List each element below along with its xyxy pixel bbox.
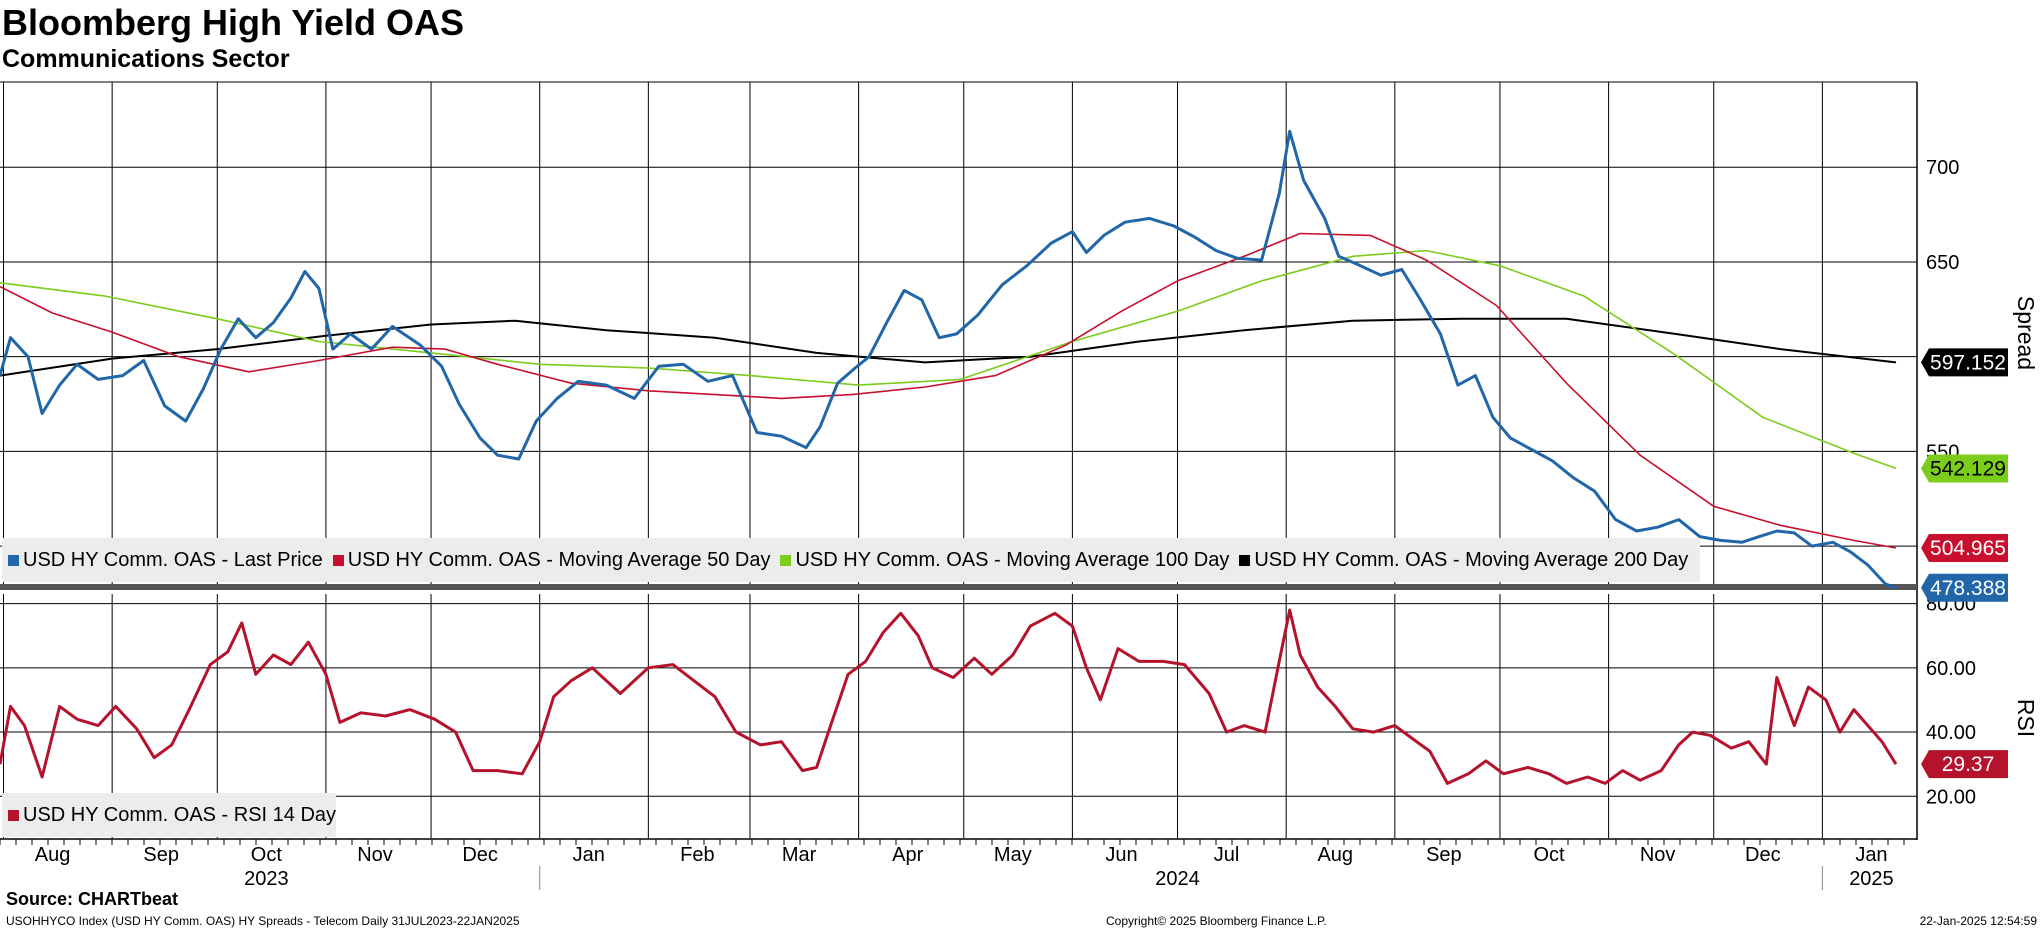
last-value-tag-ma200-text: 597.152	[1930, 351, 2006, 374]
top-legend: USD HY Comm. OAS - Last Price USD HY Com…	[2, 538, 1700, 582]
legend-item-last-price[interactable]: USD HY Comm. OAS - Last Price	[8, 549, 323, 572]
last-value-tag-ma200: 597.152	[1921, 348, 2008, 377]
x-month-label: Feb	[680, 844, 714, 866]
legend-label-ma100: USD HY Comm. OAS - Moving Average 100 Da…	[795, 548, 1230, 571]
bottom-y-tick-label: 40.00	[1926, 722, 1976, 744]
legend-swatch-ma50	[332, 554, 344, 566]
last-value-tag-ma100-bg	[1921, 454, 2008, 483]
legend-swatch-last-price	[8, 554, 19, 566]
x-month-label: Dec	[1745, 844, 1781, 866]
last-value-tag-last-price: 478.388	[1921, 573, 2008, 602]
series-line-last-price	[0, 129, 1897, 590]
series-line-rsi	[0, 608, 1898, 785]
chart-area: 55060065070020.0040.0060.0080.00SpreadRS…	[0, 81, 2039, 890]
x-month-label: Nov	[1640, 844, 1676, 866]
legend-swatch-ma200	[1239, 554, 1251, 566]
legend-item-rsi[interactable]: USD HY Comm. OAS - RSI 14 Day	[8, 804, 336, 827]
chart-title: Bloomberg High Yield OAS	[2, 2, 465, 43]
x-month-label: Apr	[892, 844, 923, 866]
x-month-label: Sep	[1426, 844, 1462, 866]
x-month-label: Oct	[251, 844, 283, 866]
x-month-label: Jun	[1105, 844, 1137, 866]
last-value-tag-rsi: 29.37	[1921, 750, 2008, 779]
top-y-tick-label: 650	[1926, 252, 1959, 274]
last-value-tag-ma50: 504.965	[1921, 534, 2008, 563]
x-month-label: Aug	[35, 844, 71, 866]
footer-index-info: USOHHYCO Index (USD HY Comm. OAS) HY Spr…	[6, 914, 520, 928]
top-y-axis-title: Spread	[2013, 296, 2039, 370]
legend-item-ma200[interactable]: USD HY Comm. OAS - Moving Average 200 Da…	[1239, 549, 1688, 572]
series-line-ma200	[0, 317, 1897, 377]
last-value-tag-rsi-text: 29.37	[1942, 753, 1995, 776]
legend-swatch-ma100	[780, 554, 792, 566]
legend-item-ma100[interactable]: USD HY Comm. OAS - Moving Average 100 Da…	[780, 549, 1229, 572]
x-month-label: Sep	[143, 844, 179, 866]
x-month-label: Jan	[1855, 844, 1887, 866]
legend-label-ma200: USD HY Comm. OAS - Moving Average 200 Da…	[1254, 548, 1689, 571]
footer-timestamp: 22-Jan-2025 12:54:59	[1919, 914, 2037, 928]
last-value-tag-last-price-bg	[1921, 573, 2008, 602]
footer-copyright: Copyright© 2025 Bloomberg Finance L.P.	[1106, 914, 1327, 928]
legend-item-ma50[interactable]: USD HY Comm. OAS - Moving Average 50 Day	[332, 548, 771, 572]
x-month-label: May	[994, 844, 1032, 866]
legend-label-rsi: USD HY Comm. OAS - RSI 14 Day	[23, 803, 337, 826]
bottom-legend: USD HY Comm. OAS - RSI 14 Day	[2, 793, 336, 837]
bottom-y-tick-label: 60.00	[1926, 658, 1976, 680]
x-month-label: Oct	[1533, 844, 1565, 866]
last-value-tag-ma100-text: 542.129	[1930, 457, 2006, 480]
x-month-label: Aug	[1317, 844, 1353, 866]
bottom-y-axis-title: RSI	[2013, 699, 2039, 737]
x-year-label: 2025	[1849, 868, 1894, 890]
x-month-label: Jan	[573, 844, 605, 866]
legend-swatch-rsi	[8, 809, 19, 821]
series-line-ma100	[0, 249, 1897, 470]
panel-separator	[0, 584, 1917, 590]
x-month-label: Nov	[357, 844, 393, 866]
last-value-tag-ma100: 542.129	[1921, 454, 2008, 483]
legend-label-last-price: USD HY Comm. OAS - Last Price	[23, 548, 323, 571]
bottom-y-tick-label: 20.00	[1926, 786, 1976, 808]
x-year-label: 2024	[1155, 868, 1200, 890]
last-value-tag-ma200-bg	[1921, 348, 2008, 377]
x-year-label: 2023	[244, 868, 289, 890]
legend-label-ma50: USD HY Comm. OAS - Moving Average 50 Day	[347, 548, 771, 571]
last-value-tag-ma50-text: 504.965	[1930, 537, 2006, 560]
x-month-label: Mar	[782, 844, 817, 866]
last-value-tag-ma50-bg	[1921, 534, 2008, 563]
x-month-label: Dec	[462, 844, 498, 866]
last-value-tag-rsi-bg	[1921, 750, 2008, 779]
top-y-tick-label: 700	[1926, 157, 1959, 179]
series-line-ma50	[0, 232, 1897, 549]
chart-subtitle: Communications Sector	[2, 45, 290, 73]
last-value-tag-last-price-text: 478.388	[1930, 577, 2006, 600]
x-month-label: Jul	[1214, 844, 1240, 866]
source-note: Source: CHARTbeat	[6, 889, 179, 909]
